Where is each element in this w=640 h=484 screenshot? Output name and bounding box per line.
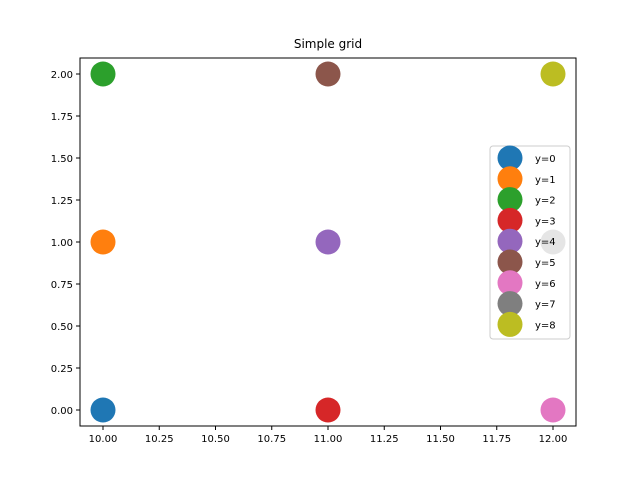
y-tick-label: 2.00 (51, 70, 73, 81)
x-tick-label: 12.00 (539, 434, 568, 445)
y-tick-label: 1.75 (51, 112, 73, 123)
x-tick-label: 10.75 (257, 434, 286, 445)
legend-label: y=6 (535, 279, 556, 290)
x-tick-label: 11.50 (426, 434, 455, 445)
legend-marker (497, 291, 523, 317)
x-tick-label: 11.25 (370, 434, 399, 445)
legend-marker (497, 207, 523, 233)
legend-marker (497, 249, 523, 275)
data-point (90, 397, 116, 423)
legend-label: y=8 (535, 320, 556, 331)
y-tick-label: 0.25 (51, 364, 73, 375)
legend: y=0 y=1 y=2 y=3 y=4 y=5 y=6 y=7 y=8 (489, 145, 571, 340)
legend-marker (497, 166, 523, 192)
x-tick-label: 10.00 (89, 434, 118, 445)
axes-ticks: 10.00 10.25 10.50 10.75 11.00 11.25 11.50 11.75… (51, 70, 568, 445)
x-tick-label: 11.00 (314, 434, 343, 445)
y-tick-label: 0.00 (51, 406, 73, 417)
legend-label: y=7 (535, 300, 556, 311)
data-point (90, 61, 116, 87)
legend-marker (497, 270, 523, 296)
data-points (90, 61, 566, 423)
legend-label: y=5 (535, 258, 556, 269)
x-tick-label: 11.75 (482, 434, 511, 445)
axes-frame (79, 57, 577, 427)
y-tick-label: 1.00 (51, 238, 73, 249)
y-tick-label: 0.50 (51, 322, 73, 333)
data-point (540, 61, 566, 87)
legend-marker (497, 187, 523, 213)
data-point (90, 229, 116, 255)
data-point (315, 397, 341, 423)
data-point (540, 397, 566, 423)
legend-label: y=0 (535, 154, 556, 165)
x-tick-label: 10.25 (145, 434, 174, 445)
y-tick-label: 0.75 (51, 280, 73, 291)
legend-marker (497, 145, 523, 171)
data-point (315, 229, 341, 255)
legend-marker (497, 228, 523, 254)
legend-label: y=4 (535, 237, 556, 248)
legend-label: y=1 (535, 175, 556, 186)
x-tick-label: 10.50 (201, 434, 230, 445)
legend-marker (497, 311, 523, 337)
legend-label: y=2 (535, 196, 556, 207)
y-tick-label: 1.25 (51, 196, 73, 207)
data-point (315, 61, 341, 87)
legend-label: y=3 (535, 216, 556, 227)
y-tick-label: 1.50 (51, 154, 73, 165)
chart-title: Simple grid (294, 37, 362, 51)
